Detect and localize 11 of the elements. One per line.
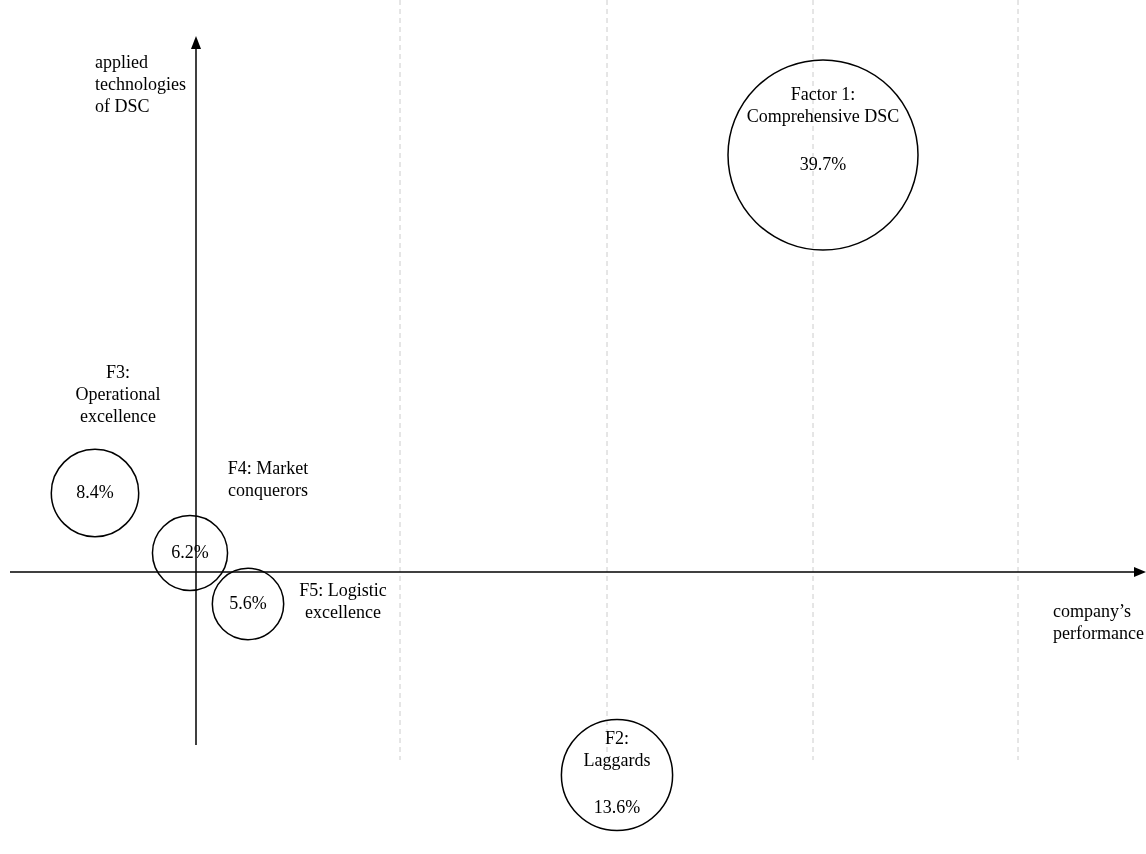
text: company’s performance	[1053, 600, 1145, 643]
category-label: F2: Laggards	[583, 727, 651, 770]
data-label: 13.6%	[593, 796, 641, 817]
data-label: 5.6%	[229, 592, 267, 613]
category-label: F5: Logistic excellence	[299, 579, 387, 622]
category-label: F3: Operational excellence	[75, 361, 161, 426]
category-label: Factor 1: Comprehensive DSC	[746, 83, 900, 126]
data-label: 39.7%	[799, 153, 847, 174]
category-label: F4: Market conquerors	[227, 457, 309, 500]
text: applied technologies of DSC	[95, 51, 187, 116]
data-label: 8.4%	[76, 481, 114, 502]
